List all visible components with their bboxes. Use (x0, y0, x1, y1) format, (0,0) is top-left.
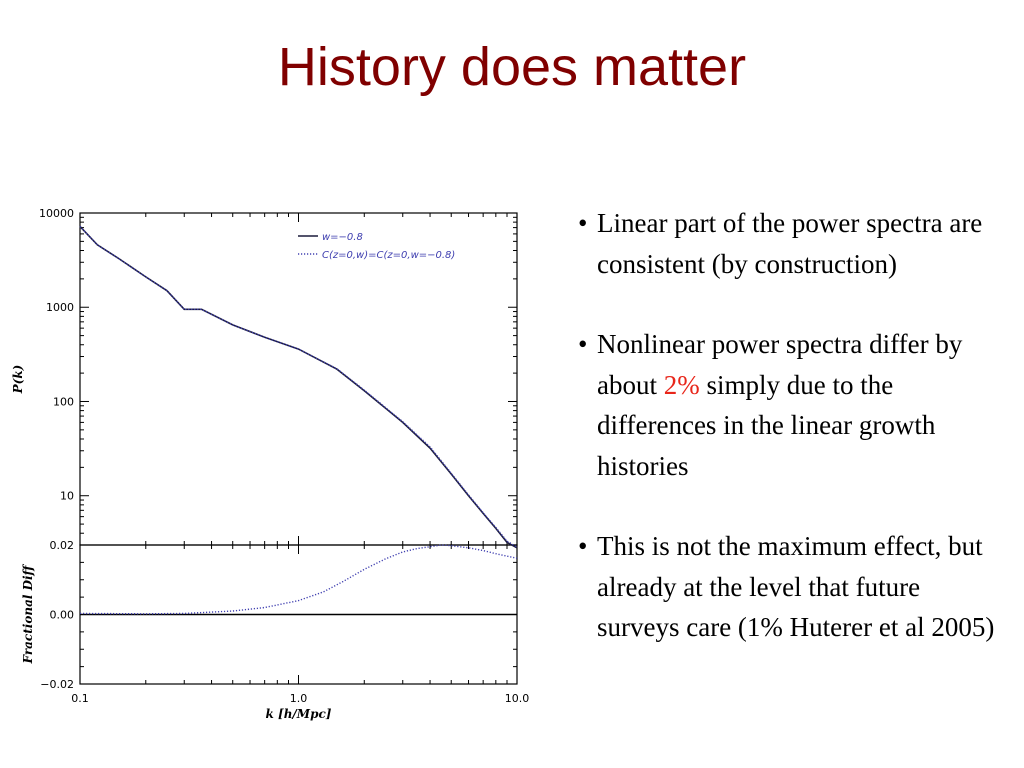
y-axis-label-top: P(k) (11, 365, 25, 395)
series-line-constant-c (79, 225, 518, 548)
series-line-w-0-8 (79, 225, 518, 549)
fractional-diff-line (79, 544, 518, 615)
bullet-glyph: • (578, 531, 588, 561)
y-axis-label-bottom: Fractional Diff (21, 563, 35, 664)
bullet-text: Linear part of the power spectra are con… (597, 208, 983, 279)
y-tick-label: 1000 (46, 301, 74, 314)
bullet-item-2: • Nonlinear power spectra differ by abou… (578, 324, 1008, 486)
x-tick-label: 0.1 (71, 692, 89, 705)
x-axis-label: k [h/Mpc] (266, 707, 332, 721)
power-spectrum-figure: 10000 1000 100 10 0.02 0.00 −0.020.1 1.0 10.0 k [… (11, 207, 530, 721)
y-tick-label: −0.02 (40, 678, 74, 691)
highlight-value: 2% (663, 369, 700, 400)
bullet-glyph: • (578, 329, 588, 359)
legend-label: w=−0.8 (322, 232, 363, 243)
y-tick-label: 10000 (39, 207, 74, 220)
y-tick-label: 100 (53, 395, 74, 408)
bullet-text-after: simply due to the differences in the lin… (597, 369, 936, 481)
x-tick-label: 10.0 (505, 692, 530, 705)
x-tick-label: 1.0 (290, 692, 308, 705)
bullet-text: Nonlinear power spectra differ by about (597, 329, 963, 400)
bullet-list: • Linear part of the power spectra are c… (578, 203, 1008, 688)
y-tick-label: 10 (60, 490, 74, 503)
y-tick-label: 0.02 (50, 539, 75, 552)
bullet-text: This is not the maximum effect, but alre… (597, 531, 995, 642)
top-panel-frame (79, 212, 518, 546)
bullet-glyph: • (578, 208, 588, 238)
legend-label: C(z=0,w)=C(z=0,w=−0.8) (322, 250, 455, 261)
bullet-item-3: • This is not the maximum effect, but al… (578, 526, 1008, 648)
y-tick-label: 0.00 (50, 609, 75, 622)
slide-title: History does matter (277, 37, 747, 97)
bullet-item-1: • Linear part of the power spectra are c… (578, 203, 1008, 284)
